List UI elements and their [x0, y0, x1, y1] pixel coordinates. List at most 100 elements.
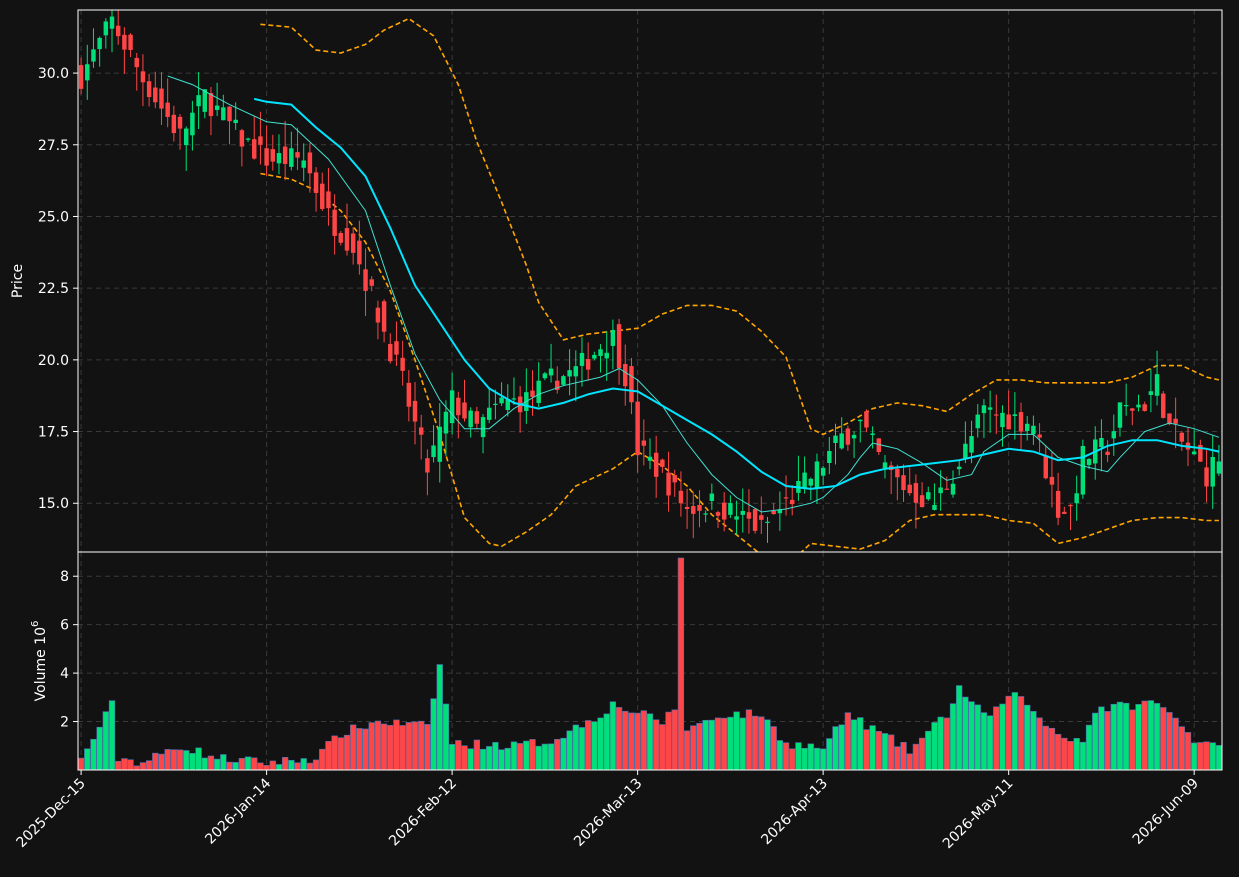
candle-body [790, 499, 795, 505]
candle [78, 57, 84, 95]
candle-body [462, 402, 467, 419]
volume-bar [529, 739, 536, 771]
candle-body [616, 324, 622, 369]
candle [573, 350, 579, 402]
candle [122, 27, 127, 74]
candle-body [1099, 437, 1104, 448]
volume-bar [1147, 700, 1155, 771]
volume-tick-label: 8 [60, 569, 69, 585]
volume-bar [622, 710, 629, 771]
volume-bar [220, 754, 227, 771]
volume-bar [306, 762, 314, 771]
volume-bar [510, 741, 518, 771]
candle-body [1037, 434, 1042, 438]
volume-bar [473, 739, 480, 771]
candle-body [245, 138, 251, 140]
volume-bar [832, 726, 839, 771]
candle-body [437, 426, 442, 462]
candle-body [91, 49, 96, 62]
volume-bar [1092, 712, 1099, 771]
candle-body [295, 152, 300, 158]
candle [610, 319, 616, 370]
candle [221, 94, 226, 121]
candle-body [1086, 458, 1092, 466]
candle [827, 436, 832, 475]
volume-bar [516, 743, 524, 771]
volume-bar [1178, 726, 1185, 771]
candle [369, 276, 374, 292]
candle-body [493, 403, 498, 405]
volume-bar [461, 745, 468, 771]
candle [963, 421, 968, 464]
candle [975, 404, 980, 438]
volume-bar [751, 715, 759, 771]
volume-bar [906, 753, 913, 771]
candle [264, 125, 269, 176]
volume-bar [374, 720, 382, 771]
volume-panel-frame [77, 551, 1223, 771]
candle-body [1080, 446, 1086, 495]
candle [845, 425, 851, 451]
volume-bar [84, 748, 91, 771]
volume-bar [1104, 711, 1111, 771]
volume-bar [1024, 704, 1031, 771]
candle [1161, 391, 1166, 419]
volume-bar [1166, 712, 1173, 771]
candle-body [530, 390, 535, 397]
candle [1074, 475, 1079, 521]
price-panel: 15.0 17.5 20.0 22.5 25.0 27.5 30.0 Price [10, 10, 1222, 552]
volume-tick-label: 4 [60, 666, 69, 682]
candle-body [375, 307, 381, 323]
price-tick-label: 22.5 [38, 281, 69, 297]
volume-bar [820, 748, 827, 771]
volume-bar [1054, 733, 1062, 771]
candle [1024, 415, 1030, 441]
volume-bar [1036, 717, 1043, 771]
candle-body [214, 105, 220, 110]
candle [406, 370, 412, 422]
candle [85, 44, 90, 100]
candle-body [165, 102, 170, 117]
volume-bar [702, 719, 709, 771]
candle [561, 374, 566, 386]
volume-bar [597, 717, 604, 771]
candle-body [486, 407, 492, 420]
candle [289, 131, 294, 171]
candle-body [938, 487, 943, 494]
volume-bar [108, 700, 116, 771]
volume-axis-label-text: Volume 10 [33, 627, 49, 701]
candle [190, 100, 195, 151]
volume-bar [1116, 701, 1124, 771]
candle [616, 318, 622, 385]
volume-bar [721, 717, 728, 771]
volume-bar [1061, 737, 1068, 771]
candle [820, 465, 826, 486]
candle [1105, 440, 1110, 463]
price-tick-label: 27.5 [38, 138, 69, 154]
candle-body [728, 503, 733, 515]
volume-bar [350, 724, 357, 771]
volume-bar [1030, 711, 1037, 771]
candle [876, 438, 882, 455]
volume-bar [925, 730, 932, 771]
candle-body [505, 399, 510, 410]
volume-bar [813, 747, 821, 771]
candle-body [301, 160, 306, 168]
volume-bar [795, 742, 802, 771]
candle [944, 476, 950, 490]
candle-body [913, 483, 919, 503]
volume-bar [325, 741, 332, 771]
candle [542, 371, 548, 381]
candle-body [1049, 476, 1055, 485]
candle-body [221, 107, 226, 121]
candle-body [709, 493, 715, 501]
candle-body [412, 400, 418, 422]
candle [585, 342, 591, 381]
candle [381, 299, 387, 343]
candle-body [697, 504, 702, 511]
volume-bar [646, 713, 654, 771]
candle-body [1130, 408, 1135, 411]
candle [276, 134, 282, 175]
candle [858, 419, 863, 443]
candle [338, 230, 344, 246]
